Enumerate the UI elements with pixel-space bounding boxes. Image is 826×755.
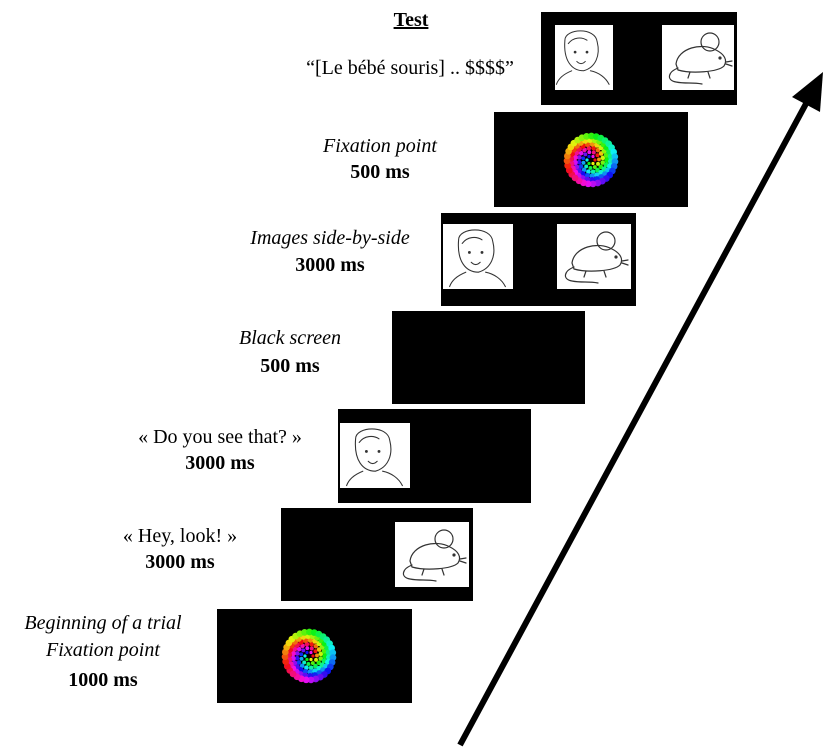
screen — [494, 112, 688, 207]
spiral-dot — [583, 133, 590, 140]
spiral-dot — [305, 657, 309, 662]
spiral-dot — [584, 164, 589, 169]
spiral-dot — [576, 155, 582, 160]
spiral-dot — [591, 161, 595, 166]
spiral-dot — [304, 665, 309, 671]
spiral-dot — [281, 653, 289, 661]
spiral-dot — [312, 668, 318, 674]
spiral-dot — [311, 654, 315, 658]
spiral-dot — [576, 159, 582, 165]
spiral-dot — [594, 172, 600, 178]
spiral-dot — [310, 661, 315, 665]
image-mouse — [395, 522, 469, 587]
spiral-dot — [586, 145, 592, 151]
image-baby — [443, 224, 513, 289]
spiral-dot — [591, 150, 596, 155]
spiral-dot — [597, 157, 601, 162]
spiral-dot — [591, 145, 596, 151]
spiral-dot — [587, 150, 592, 155]
spiral-dot — [583, 152, 588, 157]
spiral-dot — [588, 166, 593, 170]
spiral-dot — [591, 154, 595, 159]
step-duration: 1000 ms — [68, 669, 138, 691]
spiral-dot — [596, 161, 600, 166]
spiral-dot — [329, 649, 337, 657]
step-label: Black screen — [239, 327, 341, 349]
step-label: Fixation point — [322, 135, 437, 157]
time-arrow — [457, 98, 811, 747]
spiral-dot — [303, 654, 307, 658]
spiral-dot — [578, 150, 584, 156]
spiral-dot — [307, 676, 315, 684]
fixation-spiral — [563, 132, 619, 188]
spiral-dot — [585, 158, 589, 162]
spiral-dot — [309, 646, 314, 651]
step-duration: 500 ms — [260, 355, 320, 377]
spiral-dot — [299, 656, 304, 661]
image-baby — [340, 423, 410, 488]
spiral-dot — [309, 641, 314, 647]
spiral-dot — [308, 665, 314, 671]
fixation-spiral — [281, 628, 337, 684]
spiral-dot — [587, 161, 591, 166]
spiral-dot — [299, 663, 305, 669]
spiral-dot — [582, 147, 587, 153]
spiral-dot — [314, 657, 318, 662]
spiral-dot — [298, 667, 304, 673]
spiral-dot — [313, 649, 318, 654]
step-label: Beginning of a trial — [24, 612, 182, 634]
spiral-dot — [304, 641, 310, 647]
spiral-dot — [593, 158, 597, 162]
spiral-dot — [563, 157, 571, 165]
spiral-dot — [571, 174, 579, 182]
spiral-dot — [301, 648, 306, 653]
spiral-dot — [318, 651, 324, 657]
spiral-dot — [299, 652, 304, 657]
step-label: Fixation point — [45, 639, 160, 661]
spiral-dot — [600, 155, 606, 161]
spiral-dot — [302, 660, 307, 665]
spiral-dot — [589, 180, 597, 188]
spiral-dot — [595, 153, 600, 158]
step-label: Images side-by-side — [249, 227, 410, 249]
spiral-dot — [586, 169, 591, 175]
step-label: « Do you see that? » — [138, 426, 302, 448]
spiral-dot — [592, 165, 597, 169]
spiral-dot — [305, 646, 310, 651]
spiral-dot — [590, 169, 596, 175]
spiral-dot — [296, 660, 302, 665]
spiral-dot — [289, 670, 297, 678]
image-mouse — [557, 224, 631, 289]
step-duration: 3000 ms — [145, 551, 215, 573]
spiral-dot — [315, 653, 319, 658]
spiral-dot — [611, 153, 619, 161]
arrow-head — [792, 72, 823, 112]
spiral-dot — [294, 651, 300, 656]
spiral-dot — [581, 167, 587, 173]
spiral-dot — [578, 164, 584, 169]
spiral-dot — [296, 646, 302, 652]
spiral-dot — [306, 662, 311, 666]
spiral-dot — [587, 154, 591, 159]
spiral-dot — [294, 655, 300, 661]
spiral-dot — [580, 171, 586, 177]
step-duration: 3000 ms — [295, 254, 365, 276]
step-duration: 500 ms — [350, 161, 410, 183]
spiral-dot — [300, 643, 305, 649]
image-mouse — [662, 25, 734, 90]
image-baby — [555, 25, 613, 90]
step-label: « Hey, look! » — [123, 525, 237, 547]
spiral-dot — [309, 650, 313, 655]
spiral-dot — [581, 156, 586, 161]
spiral-dot — [301, 629, 308, 636]
test-sentence: “[Le bébé souris] .. $$$$” — [306, 57, 514, 79]
spiral-dot — [581, 160, 586, 165]
spiral-dot — [305, 650, 309, 655]
screen — [392, 311, 585, 404]
spiral-dot — [309, 657, 313, 662]
step-duration: 3000 ms — [185, 452, 255, 474]
test-title: Test — [394, 9, 429, 31]
